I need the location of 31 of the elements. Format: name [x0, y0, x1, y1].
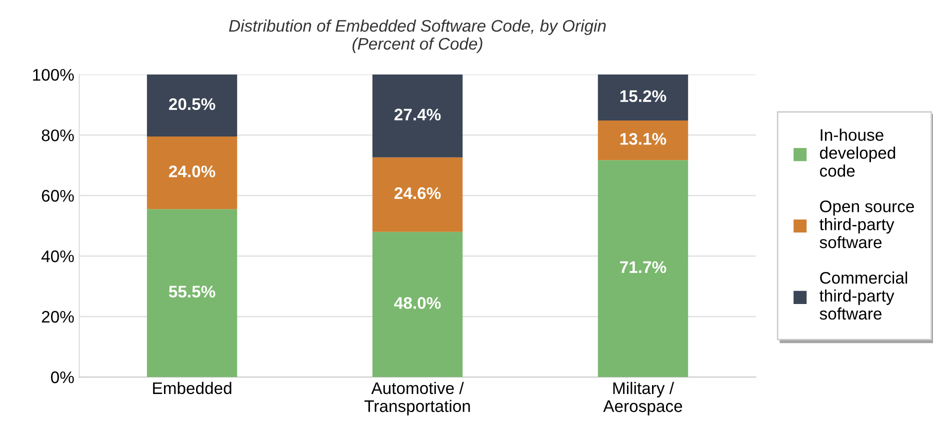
bar: [372, 74, 463, 158]
bar: [598, 74, 688, 121]
bar: [146, 74, 238, 137]
y-tick-label: 20%: [42, 310, 74, 323]
bar: [372, 157, 463, 232]
data-label: 24.0%: [168, 166, 216, 178]
legend-label: In-house developed code: [820, 128, 896, 177]
bar: [146, 136, 238, 210]
bar: [598, 160, 688, 378]
data-label: 13.1%: [620, 133, 666, 145]
y-tick-label: 60%: [42, 190, 74, 202]
bar: [146, 209, 238, 378]
y-tick-label: 100%: [33, 68, 74, 81]
data-label: 15.2%: [620, 90, 666, 102]
y-tick-label: 40%: [41, 250, 74, 262]
bar: [598, 120, 688, 160]
data-label: 27.4%: [394, 108, 441, 120]
x-tick-label: Military / Aerospace: [603, 382, 682, 416]
data-label: 71.7%: [620, 261, 666, 274]
y-tick-label: 0%: [51, 371, 74, 384]
y-tick-label: 80%: [42, 129, 74, 142]
chart-title: Distribution of Embedded Software Code, by Origin (Percent of Code): [229, 20, 606, 53]
x-tick-label: Automotive / Transportation: [364, 382, 470, 416]
data-label: 20.5%: [168, 98, 216, 110]
data-label: 24.6%: [394, 187, 441, 200]
bar: [372, 232, 463, 378]
x-tick-label: Embedded: [153, 382, 232, 394]
legend-label: Commercial third-party software: [820, 272, 908, 320]
legend-label: Open source third-party software: [820, 200, 914, 248]
data-label: 55.5%: [168, 286, 216, 298]
data-label: 48.0%: [394, 297, 441, 309]
